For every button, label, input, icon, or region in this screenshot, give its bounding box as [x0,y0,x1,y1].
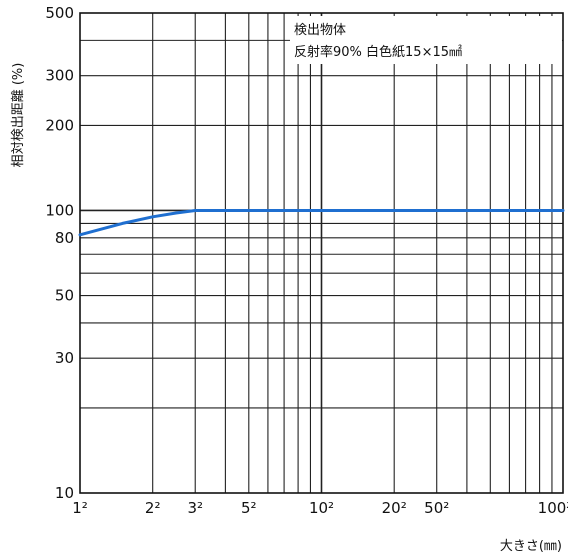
y-tick-label: 30 [55,349,74,367]
x-tick-label: 1² [72,499,88,517]
y-tick-label: 80 [55,229,74,247]
plot-frame [79,12,564,494]
x-tick-label: 5² [241,499,257,517]
annotation: 検出物体 反射率90% 白色紙15×15㎟ [290,16,562,64]
y-tick-label: 50 [55,287,74,305]
x-tick-label: 10² [309,499,334,517]
y-tick-label: 300 [45,67,74,85]
annotation-line-2: 反射率90% 白色紙15×15㎟ [294,44,462,60]
x-tick-label: 50² [424,499,449,517]
x-tick-label: 2² [145,499,161,517]
y-tick-labels: 10 30 50 80 100 200 300 500 [45,4,74,502]
x-axis-label: 大きさ(㎜) [500,539,562,554]
y-tick-label: 200 [45,116,74,134]
series-layer [78,209,565,237]
series-line [78,209,565,237]
x-tick-label: 20² [382,499,407,517]
annotation-background [290,16,562,64]
x-tick-label: 3² [187,499,203,517]
y-tick-label: 100 [45,201,74,219]
y-tick-label: 500 [45,4,74,22]
annotation-line-1: 検出物体 [294,23,346,38]
y-tick-label: 10 [55,484,74,502]
y-axis-label: 相対検出距離 (%) [11,63,26,168]
